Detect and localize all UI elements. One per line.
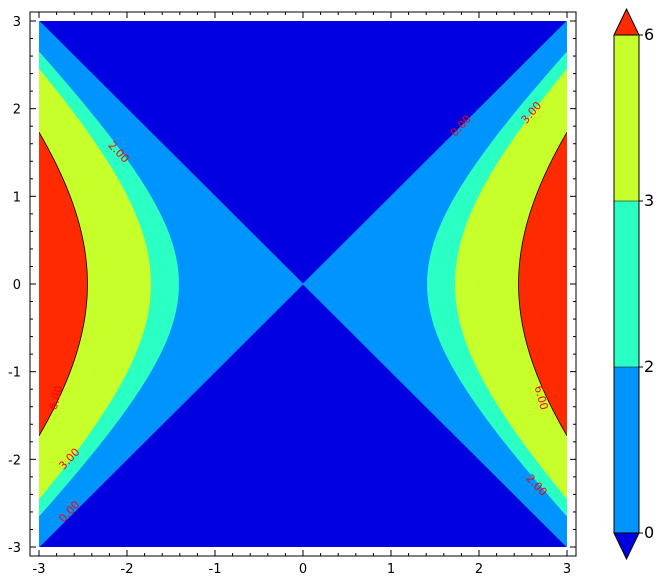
y-tick-label: 3: [13, 15, 21, 30]
contour-line-6-right: [518, 131, 567, 437]
y-tick-label: 2: [13, 103, 21, 118]
contour-line-6-left: [39, 131, 88, 437]
x-tick-label: 1: [387, 562, 395, 577]
colorbar-tick-label: 2: [644, 357, 654, 376]
colorbar-tick-label: 0: [644, 523, 654, 542]
x-axis: -3 -2 -1 0 1 2 3: [33, 12, 571, 577]
colorbar-tick-label: 3: [644, 191, 654, 210]
contour-line-3-left: [39, 69, 151, 499]
contour-line-2-right: [427, 51, 567, 517]
x-tick-label: -2: [121, 562, 134, 577]
y-tick-label: -2: [8, 453, 21, 468]
contour-lines: [39, 21, 567, 547]
y-tick-label: -3: [8, 541, 21, 556]
contour-line-0-right: [302, 21, 567, 547]
region-above-6-left: [39, 132, 88, 436]
x-tick-label: 3: [563, 562, 571, 577]
colorbar-segment-3-6: [614, 35, 639, 201]
colorbar: 0 2 3 6: [613, 7, 654, 561]
colorbar-extend-bottom: [613, 532, 640, 561]
region-3-to-6-left: [39, 69, 151, 499]
region-above-6-right: [518, 132, 567, 436]
contour-line-3-right: [455, 69, 567, 499]
y-tick-label: 1: [13, 190, 21, 205]
colorbar-tick-label: 6: [644, 25, 654, 44]
y-axis: 3 2 1 0 -1 -2 -3: [8, 15, 576, 556]
contour-label: 6.00: [532, 384, 551, 411]
region-3-to-6-right: [455, 69, 567, 499]
x-tick-label: 0: [299, 562, 307, 577]
contour-line-2-left: [39, 51, 179, 517]
colorbar-extend-top: [613, 7, 640, 36]
x-tick-label: 2: [475, 562, 483, 577]
y-tick-label: -1: [8, 366, 21, 381]
x-tick-label: -1: [209, 562, 222, 577]
contour-line-0-left: [39, 21, 304, 547]
colorbar-segment-2-3: [614, 201, 639, 367]
plot-area: 2.000.00 3.006.003.000.006.002.00: [29, 11, 577, 557]
colorbar-segment-0-2: [614, 367, 639, 533]
contour-label: 6.00: [47, 384, 66, 411]
x-tick-label: -3: [33, 562, 46, 577]
y-tick-label: 0: [13, 278, 21, 293]
